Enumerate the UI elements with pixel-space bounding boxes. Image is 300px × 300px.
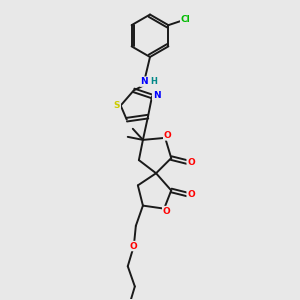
- Text: O: O: [187, 190, 195, 199]
- Text: O: O: [164, 131, 172, 140]
- Text: O: O: [187, 158, 195, 166]
- Text: H: H: [150, 77, 157, 86]
- Text: N: N: [140, 77, 148, 86]
- Text: N: N: [153, 91, 160, 100]
- Text: O: O: [130, 242, 138, 250]
- Text: O: O: [163, 207, 170, 216]
- Text: Cl: Cl: [181, 15, 190, 24]
- Text: S: S: [114, 101, 120, 110]
